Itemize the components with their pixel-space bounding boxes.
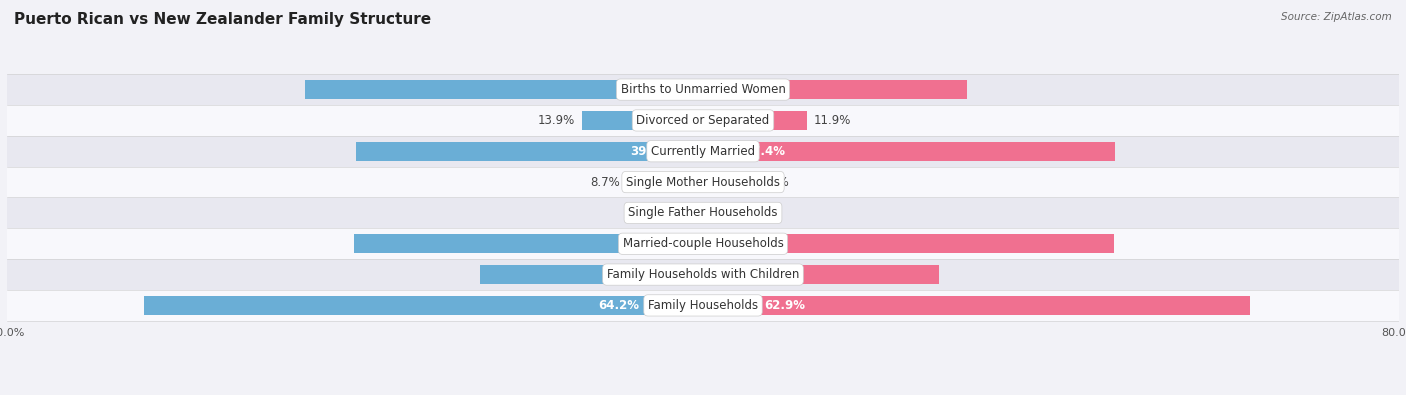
Legend: Puerto Rican, New Zealander: Puerto Rican, New Zealander xyxy=(583,391,823,395)
Bar xyxy=(703,80,966,99)
Text: Puerto Rican vs New Zealander Family Structure: Puerto Rican vs New Zealander Family Str… xyxy=(14,12,432,27)
Text: Married-couple Households: Married-couple Households xyxy=(623,237,783,250)
Bar xyxy=(703,173,752,192)
Text: 8.7%: 8.7% xyxy=(591,176,620,188)
Bar xyxy=(7,259,1399,290)
Bar xyxy=(145,296,703,315)
Bar xyxy=(481,265,703,284)
Text: 64.2%: 64.2% xyxy=(599,299,640,312)
Bar xyxy=(7,105,1399,136)
Bar xyxy=(356,142,703,161)
Text: 40.1%: 40.1% xyxy=(630,237,671,250)
Bar xyxy=(703,203,721,222)
Text: Divorced or Separated: Divorced or Separated xyxy=(637,114,769,127)
Text: 27.1%: 27.1% xyxy=(718,268,759,281)
Bar xyxy=(7,74,1399,105)
Bar xyxy=(354,234,703,253)
Bar xyxy=(703,142,1115,161)
Text: 47.4%: 47.4% xyxy=(744,145,786,158)
Text: Single Mother Households: Single Mother Households xyxy=(626,176,780,188)
Bar xyxy=(7,136,1399,167)
Bar xyxy=(7,198,1399,228)
Text: 45.7%: 45.7% xyxy=(623,83,664,96)
Text: Family Households: Family Households xyxy=(648,299,758,312)
Text: 13.9%: 13.9% xyxy=(538,114,575,127)
Text: 30.3%: 30.3% xyxy=(723,83,763,96)
Text: Family Households with Children: Family Households with Children xyxy=(607,268,799,281)
Bar xyxy=(305,80,703,99)
Bar xyxy=(7,290,1399,321)
Bar xyxy=(703,234,1114,253)
Bar xyxy=(7,167,1399,198)
Text: 2.6%: 2.6% xyxy=(644,207,673,219)
Text: 62.9%: 62.9% xyxy=(765,299,806,312)
Text: Single Father Households: Single Father Households xyxy=(628,207,778,219)
Text: 5.6%: 5.6% xyxy=(759,176,789,188)
Bar xyxy=(703,265,939,284)
Text: 39.9%: 39.9% xyxy=(630,145,672,158)
Bar xyxy=(703,111,807,130)
Bar xyxy=(703,296,1250,315)
Bar xyxy=(681,203,703,222)
Text: 2.1%: 2.1% xyxy=(728,207,758,219)
Bar xyxy=(7,228,1399,259)
Bar xyxy=(627,173,703,192)
Text: 47.2%: 47.2% xyxy=(744,237,785,250)
Text: 11.9%: 11.9% xyxy=(814,114,851,127)
Text: 25.6%: 25.6% xyxy=(650,268,690,281)
Text: Currently Married: Currently Married xyxy=(651,145,755,158)
Text: Births to Unmarried Women: Births to Unmarried Women xyxy=(620,83,786,96)
Text: Source: ZipAtlas.com: Source: ZipAtlas.com xyxy=(1281,12,1392,22)
Bar xyxy=(582,111,703,130)
